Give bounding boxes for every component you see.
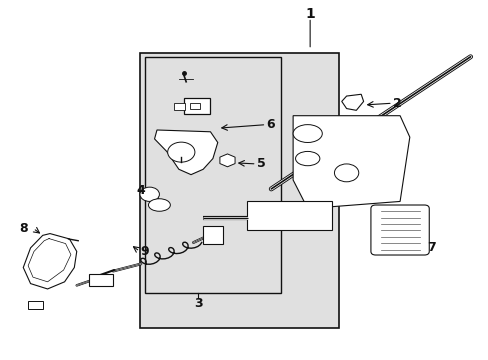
Polygon shape bbox=[341, 94, 363, 111]
Bar bbox=[190, 103, 200, 109]
Text: 2: 2 bbox=[392, 97, 401, 110]
Polygon shape bbox=[154, 130, 217, 175]
Ellipse shape bbox=[148, 199, 170, 211]
Text: 5: 5 bbox=[256, 157, 265, 170]
Ellipse shape bbox=[292, 125, 322, 143]
Polygon shape bbox=[23, 234, 77, 289]
Bar bbox=[174, 103, 184, 110]
Ellipse shape bbox=[295, 152, 319, 166]
Bar bbox=[183, 98, 210, 114]
Text: 7: 7 bbox=[426, 241, 435, 255]
FancyBboxPatch shape bbox=[370, 205, 428, 255]
Text: 1: 1 bbox=[305, 7, 314, 21]
Text: 6: 6 bbox=[266, 118, 274, 131]
Bar bbox=[28, 301, 42, 309]
Bar bbox=[89, 274, 113, 287]
Bar bbox=[203, 226, 222, 244]
Text: 4: 4 bbox=[136, 184, 144, 197]
Text: 3: 3 bbox=[194, 297, 202, 310]
Polygon shape bbox=[246, 202, 331, 230]
Circle shape bbox=[167, 142, 195, 162]
Circle shape bbox=[334, 164, 358, 182]
Text: 9: 9 bbox=[140, 245, 148, 258]
Ellipse shape bbox=[140, 187, 159, 202]
Polygon shape bbox=[292, 116, 409, 208]
Text: 8: 8 bbox=[20, 222, 28, 235]
Bar bbox=[144, 57, 281, 293]
Bar bbox=[140, 53, 339, 328]
